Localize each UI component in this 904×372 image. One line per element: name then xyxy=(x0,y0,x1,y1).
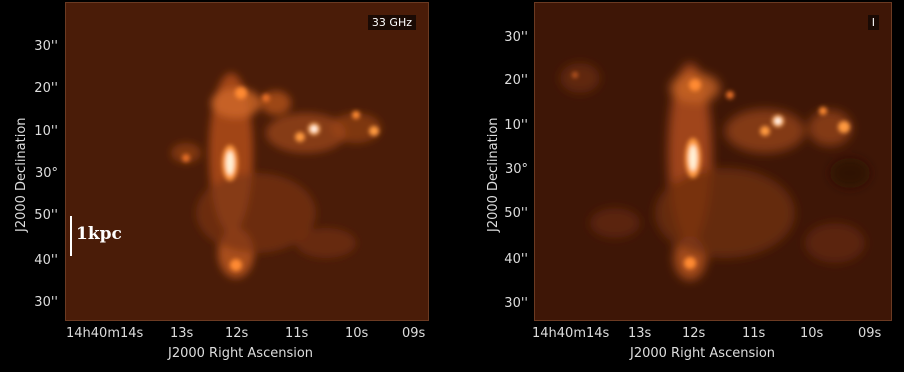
y-tick-label: 30'' xyxy=(34,39,58,54)
x-tick-label: 14h40m14s xyxy=(532,326,610,341)
left-emission-image xyxy=(171,73,381,278)
x-tick-label: 13s xyxy=(170,326,194,341)
x-tick-label: 14h40m14s xyxy=(66,326,144,341)
x-tick-label: 09s xyxy=(402,326,426,341)
y-axis-title: J2000 Declination xyxy=(486,117,501,232)
x-axis-title: J2000 Right Ascension xyxy=(630,346,776,361)
band-label: I xyxy=(867,15,879,30)
y-tick-label: 40'' xyxy=(34,253,58,268)
x-axis-title: J2000 Right Ascension xyxy=(168,346,314,361)
x-tick-label: 12s xyxy=(682,326,706,341)
x-tick-label: 12s xyxy=(225,326,249,341)
y-tick-label: 40'' xyxy=(504,252,528,267)
x-tick-label: 11s xyxy=(285,326,309,341)
left-radio-map: 33 GHz xyxy=(65,2,429,321)
y-tick-label: 30'' xyxy=(504,30,528,45)
y-tick-label: 50'' xyxy=(34,208,58,223)
y-tick-label: 20'' xyxy=(34,81,58,96)
y-axis-title: J2000 Declination xyxy=(14,117,29,232)
x-tick-label: 10s xyxy=(800,326,824,341)
y-tick-label: 30'' xyxy=(504,296,528,311)
x-tick-label: 09s xyxy=(858,326,882,341)
y-tick-label: 30° xyxy=(504,162,528,177)
right-panel: I 30'' 20'' 10'' 30° 50'' 40'' 30'' 14h4… xyxy=(454,0,904,372)
x-tick-label: 11s xyxy=(742,326,766,341)
band-label: 33 GHz xyxy=(367,15,416,30)
x-tick-label: 13s xyxy=(628,326,652,341)
y-tick-label: 10'' xyxy=(504,118,528,133)
right-emission-image xyxy=(535,3,891,320)
y-tick-label: 50'' xyxy=(504,206,528,221)
y-tick-label: 10'' xyxy=(34,124,58,139)
y-tick-label: 30'' xyxy=(34,295,58,310)
x-tick-label: 10s xyxy=(345,326,369,341)
scale-bar-label: 1kpc xyxy=(76,224,122,244)
right-radio-map: I xyxy=(534,2,892,321)
y-tick-label: 20'' xyxy=(504,73,528,88)
left-panel: 33 GHz 30'' 20'' 10'' 30° 50'' 40'' 30''… xyxy=(0,0,450,372)
y-tick-label: 30° xyxy=(34,166,58,181)
scale-bar xyxy=(70,216,72,256)
